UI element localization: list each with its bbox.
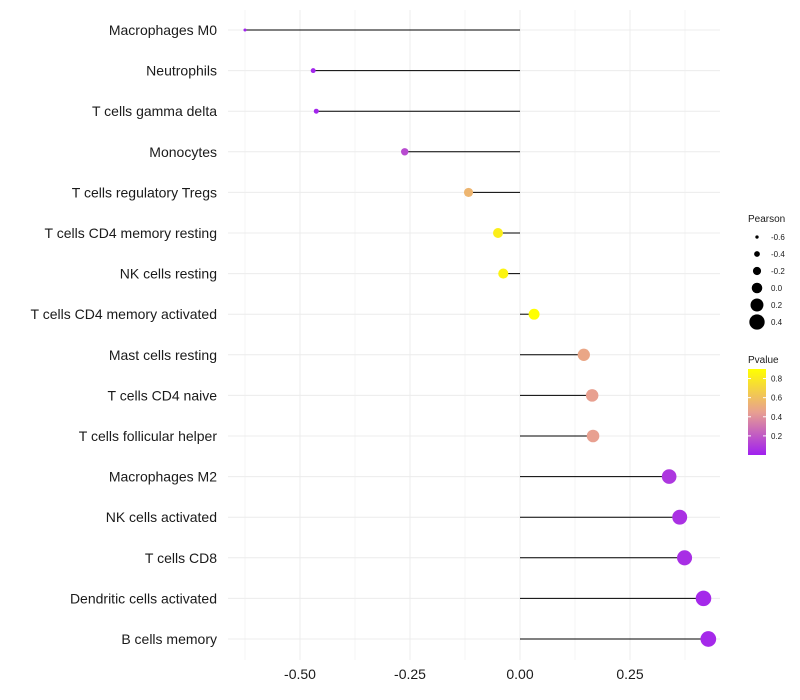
- y-tick-label: Macrophages M0: [109, 22, 217, 38]
- data-point: [243, 28, 247, 32]
- size-legend-dot: [750, 298, 764, 312]
- color-legend-label: 0.4: [771, 413, 783, 422]
- data-point: [700, 631, 717, 647]
- size-legend-dot: [749, 314, 765, 330]
- size-legend-dot: [754, 251, 760, 257]
- size-legend-title: Pearson: [748, 214, 785, 225]
- data-point: [528, 308, 540, 320]
- size-legend-dot: [751, 282, 763, 294]
- grid: [228, 10, 720, 660]
- data-point: [661, 469, 677, 484]
- points: [243, 28, 717, 647]
- size-legend-dot: [752, 266, 762, 276]
- data-point: [577, 348, 590, 361]
- color-legend-bar: [748, 369, 766, 455]
- y-tick-label: Dendritic cells activated: [70, 590, 217, 606]
- data-point: [585, 389, 599, 402]
- y-tick-label: T cells CD4 memory resting: [45, 225, 217, 241]
- size-legend-label: 0.2: [771, 301, 783, 310]
- data-point: [313, 108, 319, 114]
- x-tick-label: -0.25: [394, 666, 426, 682]
- y-tick-label: Mast cells resting: [109, 347, 217, 363]
- size-legend-dot: [755, 235, 759, 239]
- size-legend-label: -0.4: [771, 250, 785, 259]
- color-legend-label: 0.8: [771, 375, 783, 384]
- data-point: [401, 148, 409, 156]
- y-tick-label: T cells regulatory Tregs: [72, 184, 217, 200]
- size-legend-label: 0.4: [771, 318, 783, 327]
- data-point: [463, 187, 474, 197]
- stems: [245, 29, 709, 640]
- x-tick-label: -0.50: [284, 666, 316, 682]
- y-tick-label: Macrophages M2: [109, 469, 217, 485]
- color-legend: Pvalue 0.8 0.6 0.4 0.2: [748, 355, 783, 455]
- y-tick-label: Monocytes: [149, 144, 217, 160]
- y-tick-label: T cells CD4 memory activated: [31, 306, 217, 322]
- y-tick-label: Neutrophils: [146, 63, 217, 79]
- y-tick-label: NK cells activated: [106, 509, 217, 525]
- size-legend-label: -0.6: [771, 233, 785, 242]
- color-legend-label: 0.6: [771, 394, 783, 403]
- color-legend-title: Pvalue: [748, 355, 779, 366]
- data-point: [695, 590, 712, 607]
- size-legend-label: -0.2: [771, 267, 785, 276]
- x-axis-labels: -0.50 -0.25 0.00 0.25: [284, 666, 644, 682]
- x-tick-label: 0.25: [616, 666, 643, 682]
- size-legend: Pearson -0.6 -0.4 -0.2 0.0 0.2 0.4: [748, 214, 785, 330]
- data-point: [493, 228, 503, 238]
- data-point: [498, 268, 509, 279]
- y-tick-label: T cells CD8: [145, 550, 217, 566]
- data-point: [672, 509, 688, 525]
- y-tick-label: T cells gamma delta: [92, 103, 217, 119]
- y-tick-label: T cells follicular helper: [79, 428, 218, 444]
- data-point: [310, 68, 316, 74]
- data-point: [586, 429, 600, 443]
- y-tick-label: B cells memory: [121, 631, 217, 647]
- x-tick-label: 0.00: [506, 666, 533, 682]
- y-tick-label: T cells CD4 naive: [108, 387, 218, 403]
- y-tick-label: NK cells resting: [120, 266, 217, 282]
- color-legend-label: 0.2: [771, 432, 783, 441]
- size-legend-label: 0.0: [771, 284, 783, 293]
- data-point: [677, 550, 693, 566]
- y-axis-labels: Macrophages M0 Neutrophils T cells gamma d…: [31, 22, 218, 647]
